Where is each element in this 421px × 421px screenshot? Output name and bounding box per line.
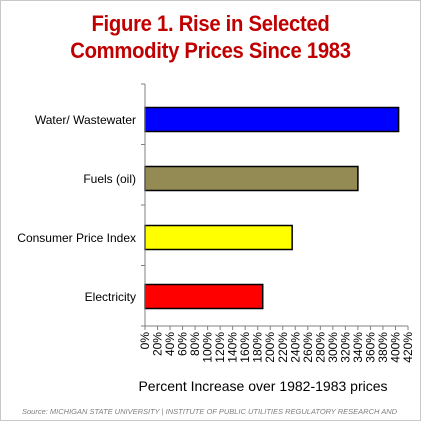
x-tick-label-9: 180% [251, 332, 265, 363]
bar-1 [144, 165, 359, 192]
category-label-0: Water/ Wastewater [35, 113, 136, 127]
x-tick-label-8: 160% [238, 332, 252, 363]
x-tick-label-14: 280% [313, 332, 327, 363]
x-tick-label-1: 20% [151, 332, 165, 356]
x-tick-label-6: 120% [213, 332, 227, 363]
bars-layer [144, 106, 400, 310]
bar-2 [144, 224, 293, 251]
x-tick-label-17: 340% [351, 332, 365, 363]
x-tick-label-0: 0% [138, 332, 152, 350]
x-tick-label-15: 300% [326, 332, 340, 363]
x-tick-label-3: 60% [176, 332, 190, 356]
chart-title: Figure 1. Rise in Selected Commodity Pri… [17, 10, 404, 64]
category-label-3: Electricity [85, 290, 136, 304]
x-tick-label-2: 40% [163, 332, 177, 356]
x-tick-label-13: 260% [301, 332, 315, 363]
bar-0 [144, 106, 400, 133]
x-axis: 0%20%40%60%80%100%120%140%160%180%200%22… [138, 83, 415, 363]
x-tick-label-19: 380% [376, 332, 390, 363]
bar-3 [144, 283, 264, 310]
x-tick-label-7: 140% [226, 332, 240, 363]
x-axis-label: Percent Increase over 1982-1983 prices [138, 378, 387, 394]
x-tick-label-5: 100% [201, 332, 215, 363]
x-tick-label-18: 360% [363, 332, 377, 363]
x-tick-label-16: 320% [338, 332, 352, 363]
x-tick-label-10: 200% [263, 332, 277, 363]
category-label-1: Fuels (oil) [83, 172, 136, 186]
category-label-2: Consumer Price Index [17, 231, 136, 245]
x-tick-label-12: 240% [288, 332, 302, 363]
chart-title-line1: Figure 1. Rise in Selected [91, 11, 330, 36]
x-tick-label-4: 80% [188, 332, 202, 356]
source-note: Source: MICHIGAN STATE UNIVERSITY | INST… [22, 407, 398, 416]
x-tick-label-21: 420% [401, 332, 415, 363]
chart-title-line2: Commodity Prices Since 1983 [70, 38, 351, 63]
x-tick-label-11: 220% [276, 332, 290, 363]
x-tick-label-20: 400% [388, 332, 402, 363]
category-labels: Water/ Wastewater Fuels (oil) Consumer Pri… [17, 113, 136, 304]
